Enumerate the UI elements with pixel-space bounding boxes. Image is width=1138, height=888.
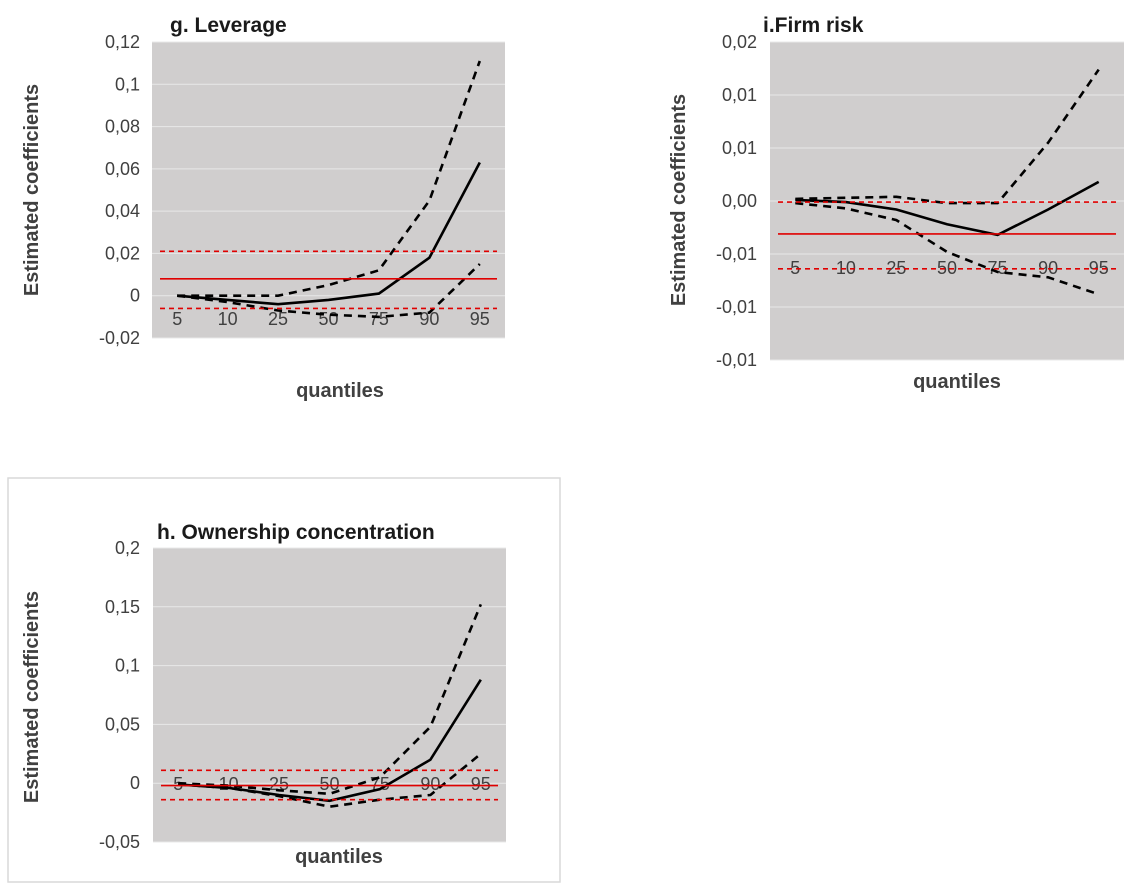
x-tick-label: 25 [268,309,288,329]
chart-leverage: -0,02 0 0,02 0,04 0,06 0,08 0,1 0,12 5 10 25 50 75 90… [21,14,505,402]
x-axis-label-leverage: quantiles [296,380,384,402]
x-tick-label: 50 [319,774,339,794]
x-tick-label: 90 [419,309,439,329]
y-tick-label: 0 [130,773,140,793]
plot-area-ownership [153,548,506,842]
y-tick-label: -0,05 [99,832,140,852]
y-tick-label: -0,01 [716,297,757,317]
x-tick-label: 10 [218,309,238,329]
x-tick-label: 90 [420,774,440,794]
y-tick-label: 0,05 [105,714,140,734]
x-tick-label: 5 [790,258,800,278]
y-tick-label: -0,02 [99,328,140,348]
y-axis-label-leverage: Estimated coefficients [21,84,43,296]
y-axis-label-ownership: Estimated coefficients [21,591,43,803]
chart-title-leverage: g. Leverage [170,14,287,37]
plot-area-leverage [152,42,505,338]
series-line-firm-risk-2 [795,201,1100,296]
chart-title-firm-risk: i.Firm risk [763,14,864,37]
y-tick-label: -0,01 [716,244,757,264]
series-line-ownership-2 [178,752,482,809]
y-tick-label: 0,02 [722,32,757,52]
x-tick-label: 95 [470,309,490,329]
chart-firm-risk: -0,01-0,01-0,010,000,010,010,025 10 25 50 75… [668,14,1124,393]
y-tick-label: 0,06 [105,159,140,179]
y-tick-label: 0,02 [105,243,140,263]
y-tick-label: 0,1 [115,656,140,676]
x-tick-label: 50 [937,258,957,278]
x-tick-label: 95 [471,774,491,794]
y-tick-label: 0,2 [115,538,140,558]
series-line-leverage-2 [177,263,481,319]
y-tick-label: 0,08 [105,117,140,137]
series-line-firm-risk-1 [795,68,1100,205]
x-tick-label: 25 [269,774,289,794]
y-tick-label: 0,12 [105,32,140,52]
x-axis-label-firm-risk: quantiles [913,371,1001,393]
series-line-ownership-0 [178,679,482,803]
x-tick-label: 95 [1089,258,1109,278]
y-tick-label: 0,00 [722,191,757,211]
x-axis-label-ownership: quantiles [295,846,383,868]
x-tick-label: 75 [369,309,389,329]
y-tick-label: 0,1 [115,74,140,94]
x-tick-label: 5 [172,309,182,329]
x-tick-label: 50 [318,309,338,329]
y-axis-label-firm-risk: Estimated coefficients [668,94,690,306]
y-tick-label: 0,15 [105,597,140,617]
chart-title-ownership: h. Ownership concentration [157,521,435,544]
y-tick-label: 0,04 [105,201,140,221]
y-tick-label: 0 [130,286,140,306]
series-line-leverage-0 [177,161,481,306]
y-tick-label: -0,01 [716,350,757,370]
y-tick-label: 0,01 [722,138,757,158]
y-tick-label: 0,01 [722,85,757,105]
